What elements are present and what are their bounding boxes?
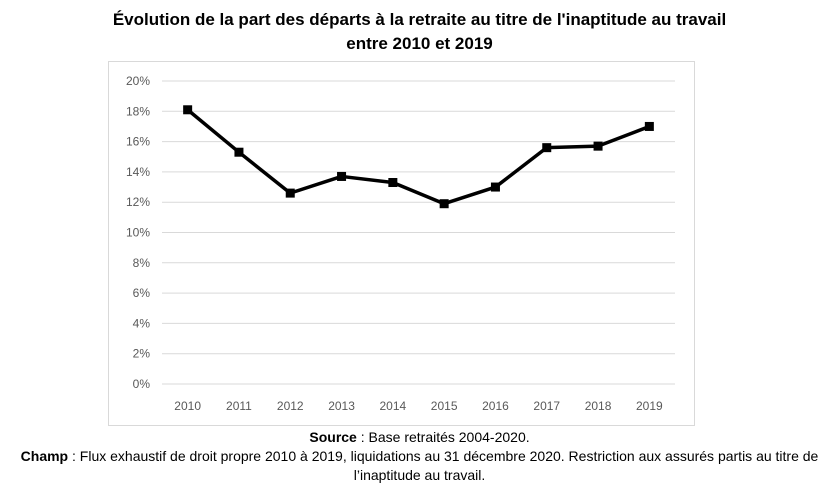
y-tick-label: 16% xyxy=(126,135,150,149)
x-tick-label: 2019 xyxy=(636,399,663,413)
data-point-marker xyxy=(542,143,552,153)
x-tick-label: 2014 xyxy=(379,399,406,413)
data-point-marker xyxy=(644,121,654,131)
y-tick-label: 14% xyxy=(126,165,150,179)
x-tick-label: 2010 xyxy=(174,399,201,413)
y-tick-label: 12% xyxy=(126,195,150,209)
chart-title: Évolution de la part des départs à la re… xyxy=(0,8,839,56)
data-point-marker xyxy=(337,171,347,181)
y-tick-label: 8% xyxy=(133,256,151,270)
champ-text: : Flux exhaustif de droit propre 2010 à … xyxy=(68,448,819,483)
data-point-marker xyxy=(490,182,500,192)
x-tick-label: 2011 xyxy=(226,399,252,413)
y-tick-label: 10% xyxy=(126,226,150,240)
champ-note: Champ : Flux exhaustif de droit propre 2… xyxy=(0,447,839,485)
source-label: Source xyxy=(309,429,357,445)
data-point-marker xyxy=(183,105,193,115)
x-tick-label: 2017 xyxy=(533,399,560,413)
y-axis-ticks: 0% 2% 4% 6% 8% 10% 12% 14% 16% 18% 20% xyxy=(126,74,150,391)
line-chart: 0%2%4%6%8%10%12%14%16%18%20% 2010 2011 201… xyxy=(126,74,675,413)
x-tick-label: 2018 xyxy=(585,399,612,413)
x-tick-label: 2016 xyxy=(482,399,509,413)
x-axis-ticks: 2010 2011 2012 2013 2014 2015 2016 2017 2018 2019 xyxy=(174,399,663,413)
chart-title-line-2: entre 2010 et 2019 xyxy=(346,34,493,53)
data-point-marker xyxy=(285,188,295,198)
data-point-marker xyxy=(388,178,398,188)
y-tick-label: 20% xyxy=(126,74,150,88)
source-note: Source : Base retraités 2004-2020. xyxy=(0,428,839,447)
source-text: : Base retraités 2004-2020. xyxy=(356,429,530,445)
y-tick-label: 18% xyxy=(126,104,150,118)
chart-frame xyxy=(108,61,695,426)
x-tick-label: 2012 xyxy=(277,399,304,413)
y-tick-label: 6% xyxy=(133,286,151,300)
data-point-marker xyxy=(593,141,603,151)
data-point-marker xyxy=(234,147,244,157)
series-line xyxy=(186,108,650,206)
y-tick-label: 2% xyxy=(133,347,151,361)
x-tick-label: 2013 xyxy=(328,399,355,413)
gridlines xyxy=(162,80,675,385)
y-tick-label: 4% xyxy=(133,316,151,330)
x-tick-label: 2015 xyxy=(431,399,458,413)
data-series xyxy=(183,105,654,209)
chart-footer: Source : Base retraités 2004-2020. Champ… xyxy=(0,428,839,485)
chart-title-line-1: Évolution de la part des départs à la re… xyxy=(112,10,727,29)
data-point-marker xyxy=(439,199,449,209)
champ-label: Champ xyxy=(20,448,69,464)
y-tick-label: 0% xyxy=(133,377,151,391)
